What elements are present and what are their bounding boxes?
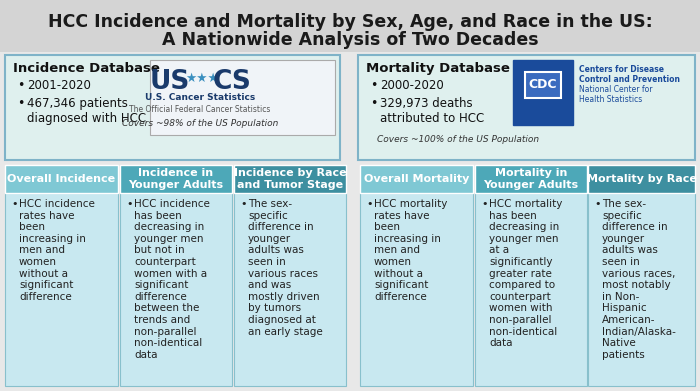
FancyBboxPatch shape <box>5 193 118 386</box>
Text: •: • <box>126 199 132 209</box>
Text: National Center for
Health Statistics: National Center for Health Statistics <box>579 85 652 104</box>
Text: HCC incidence
has been
decreasing in
younger men
but not in
counterpart
women wi: HCC incidence has been decreasing in you… <box>134 199 210 360</box>
Text: A Nationwide Analysis of Two Decades: A Nationwide Analysis of Two Decades <box>162 31 538 49</box>
Text: •: • <box>240 199 246 209</box>
FancyBboxPatch shape <box>0 0 700 52</box>
FancyBboxPatch shape <box>360 193 473 386</box>
Text: •: • <box>11 199 18 209</box>
Text: 2000-2020: 2000-2020 <box>380 79 444 92</box>
FancyBboxPatch shape <box>5 165 118 193</box>
FancyBboxPatch shape <box>475 165 587 193</box>
Text: CS: CS <box>213 69 251 95</box>
FancyBboxPatch shape <box>5 55 340 160</box>
Text: Incidence in
Younger Adults: Incidence in Younger Adults <box>128 168 223 190</box>
Text: •: • <box>370 79 377 92</box>
Text: U.S. Cancer Statistics: U.S. Cancer Statistics <box>145 93 255 102</box>
FancyBboxPatch shape <box>150 60 335 135</box>
FancyBboxPatch shape <box>588 193 695 386</box>
FancyBboxPatch shape <box>234 193 346 386</box>
FancyBboxPatch shape <box>525 72 561 98</box>
Text: Covers ~100% of the US Population: Covers ~100% of the US Population <box>377 135 539 144</box>
FancyBboxPatch shape <box>234 165 346 193</box>
Text: •: • <box>594 199 601 209</box>
Text: Covers ~98% of the US Population: Covers ~98% of the US Population <box>122 120 278 129</box>
Text: The sex-
specific
difference in
younger
adults was
seen in
various races
and was: The sex- specific difference in younger … <box>248 199 323 337</box>
FancyBboxPatch shape <box>513 60 573 125</box>
Text: CDC: CDC <box>528 79 557 91</box>
Text: Incidence Database: Incidence Database <box>13 62 160 75</box>
Text: Overall Mortality: Overall Mortality <box>364 174 469 184</box>
Text: The sex-
specific
difference in
younger
adults was
seen in
various races,
most n: The sex- specific difference in younger … <box>602 199 676 360</box>
Text: HCC Incidence and Mortality by Sex, Age, and Race in the US:: HCC Incidence and Mortality by Sex, Age,… <box>48 13 652 31</box>
Text: •: • <box>366 199 372 209</box>
Text: US: US <box>150 69 190 95</box>
FancyBboxPatch shape <box>588 165 695 193</box>
Text: The Official Federal Cancer Statistics: The Official Federal Cancer Statistics <box>130 106 271 115</box>
Text: 467,346 patients
diagnosed with HCC: 467,346 patients diagnosed with HCC <box>27 97 146 125</box>
Text: Mortality in
Younger Adults: Mortality in Younger Adults <box>484 168 579 190</box>
Text: Centers for Disease
Control and Prevention: Centers for Disease Control and Preventi… <box>579 65 680 84</box>
Text: Overall Incidence: Overall Incidence <box>8 174 116 184</box>
Text: •: • <box>481 199 487 209</box>
Text: HCC mortality
rates have
been
increasing in
men and
women
without a
significant
: HCC mortality rates have been increasing… <box>374 199 447 302</box>
FancyBboxPatch shape <box>120 165 232 193</box>
Text: •: • <box>17 79 25 92</box>
Text: •: • <box>17 97 25 110</box>
Text: Mortality by Race: Mortality by Race <box>587 174 696 184</box>
Text: •: • <box>370 97 377 110</box>
Text: ★★★: ★★★ <box>185 72 219 84</box>
Text: Incidence by Race
and Tumor Stage: Incidence by Race and Tumor Stage <box>234 168 346 190</box>
Text: HCC mortality
has been
decreasing in
younger men
at a
significantly
greater rate: HCC mortality has been decreasing in you… <box>489 199 562 348</box>
Text: 329,973 deaths
attributed to HCC: 329,973 deaths attributed to HCC <box>380 97 484 125</box>
FancyBboxPatch shape <box>475 193 587 386</box>
FancyBboxPatch shape <box>120 193 232 386</box>
Text: 2001-2020: 2001-2020 <box>27 79 91 92</box>
Text: Mortality Database: Mortality Database <box>366 62 510 75</box>
FancyBboxPatch shape <box>360 165 473 193</box>
Text: HCC incidence
rates have
been
increasing in
men and
women
without a
significant
: HCC incidence rates have been increasing… <box>19 199 95 302</box>
FancyBboxPatch shape <box>358 55 695 160</box>
